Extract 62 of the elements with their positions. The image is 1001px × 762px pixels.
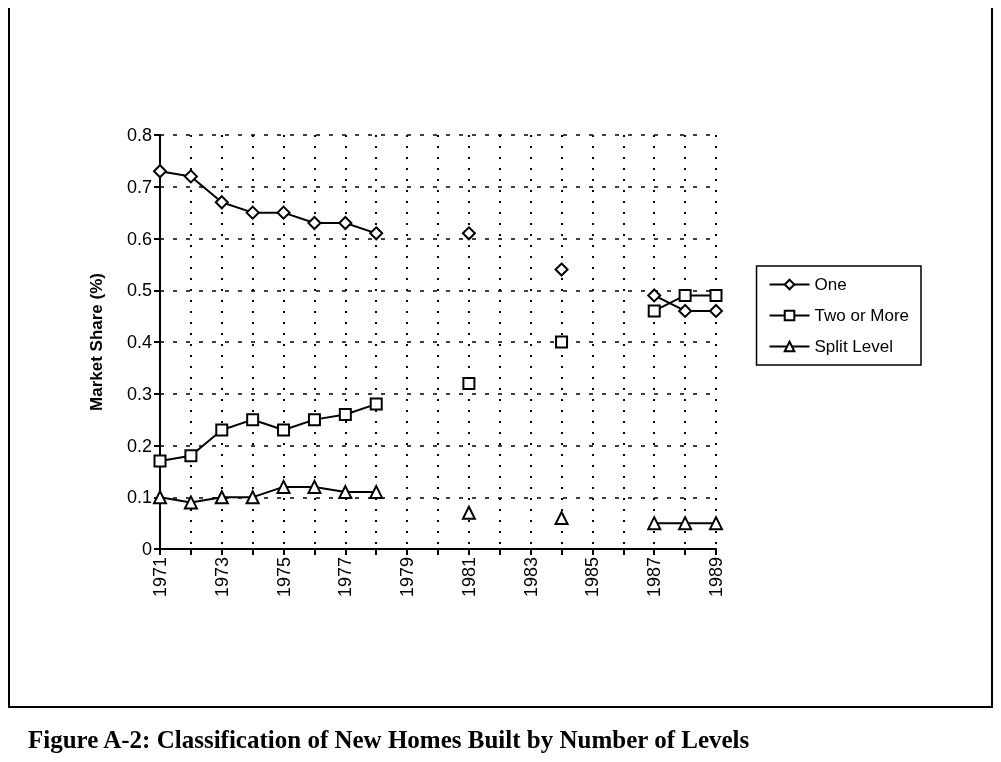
- point: [709, 288, 723, 302]
- x-tick-label: 1975: [273, 557, 294, 598]
- y-tick-label: 0.5: [126, 280, 152, 301]
- point: [678, 516, 693, 531]
- point: [647, 516, 662, 531]
- point: [184, 449, 198, 463]
- legend-label: One: [814, 275, 847, 294]
- x-tick-label: 1989: [706, 557, 726, 598]
- point: [461, 505, 476, 520]
- point: [554, 262, 569, 277]
- y-tick-label: 0: [141, 539, 152, 559]
- y-tick-label: 0.2: [126, 435, 152, 456]
- x-tick-label: 1987: [644, 557, 665, 598]
- point: [183, 169, 198, 184]
- y-tick-label: 0.8: [126, 125, 152, 145]
- x-tick-label: 1981: [458, 557, 479, 598]
- point: [555, 335, 569, 349]
- y-tick-label: 0.1: [126, 487, 152, 508]
- point: [369, 485, 384, 500]
- point: [214, 490, 229, 505]
- point: [245, 490, 260, 505]
- y-tick-label: 0.7: [126, 176, 152, 197]
- point: [276, 479, 291, 494]
- x-tick-label: 1977: [335, 557, 356, 598]
- point: [215, 423, 229, 437]
- legend-label: Split Level: [814, 337, 893, 356]
- x-tick-label: 1985: [582, 557, 603, 598]
- point: [462, 376, 476, 390]
- y-tick-label: 0.3: [126, 383, 152, 404]
- point: [245, 205, 260, 220]
- point: [369, 397, 383, 411]
- point: [338, 407, 352, 421]
- point: [307, 479, 322, 494]
- point: [678, 288, 692, 302]
- x-tick-label: 1979: [397, 557, 418, 598]
- point: [246, 413, 260, 427]
- point: [307, 215, 322, 230]
- point: [153, 164, 167, 179]
- y-axis-title: Market Share (%): [87, 273, 106, 411]
- point: [647, 304, 661, 318]
- point: [678, 303, 693, 318]
- x-tick-label: 1983: [520, 557, 541, 598]
- point: [709, 516, 723, 531]
- y-tick-label: 0.4: [126, 332, 152, 352]
- y-tick-label: 0.6: [126, 228, 152, 249]
- point: [307, 413, 321, 427]
- x-tick-label: 1971: [150, 557, 170, 598]
- point: [554, 510, 569, 525]
- point: [153, 454, 167, 468]
- point: [461, 226, 476, 241]
- legend-label: Two or More: [814, 306, 910, 325]
- x-tick-label: 1973: [211, 557, 232, 598]
- point: [338, 215, 353, 230]
- point: [214, 195, 229, 210]
- point: [183, 495, 198, 510]
- text: Figure A-2: Classification of New Homes Built by Number of Levels: [28, 726, 750, 754]
- point: [338, 485, 353, 500]
- point: [369, 226, 384, 241]
- point: [277, 423, 291, 437]
- point: [647, 288, 662, 303]
- point: [276, 205, 291, 220]
- point: [709, 303, 723, 318]
